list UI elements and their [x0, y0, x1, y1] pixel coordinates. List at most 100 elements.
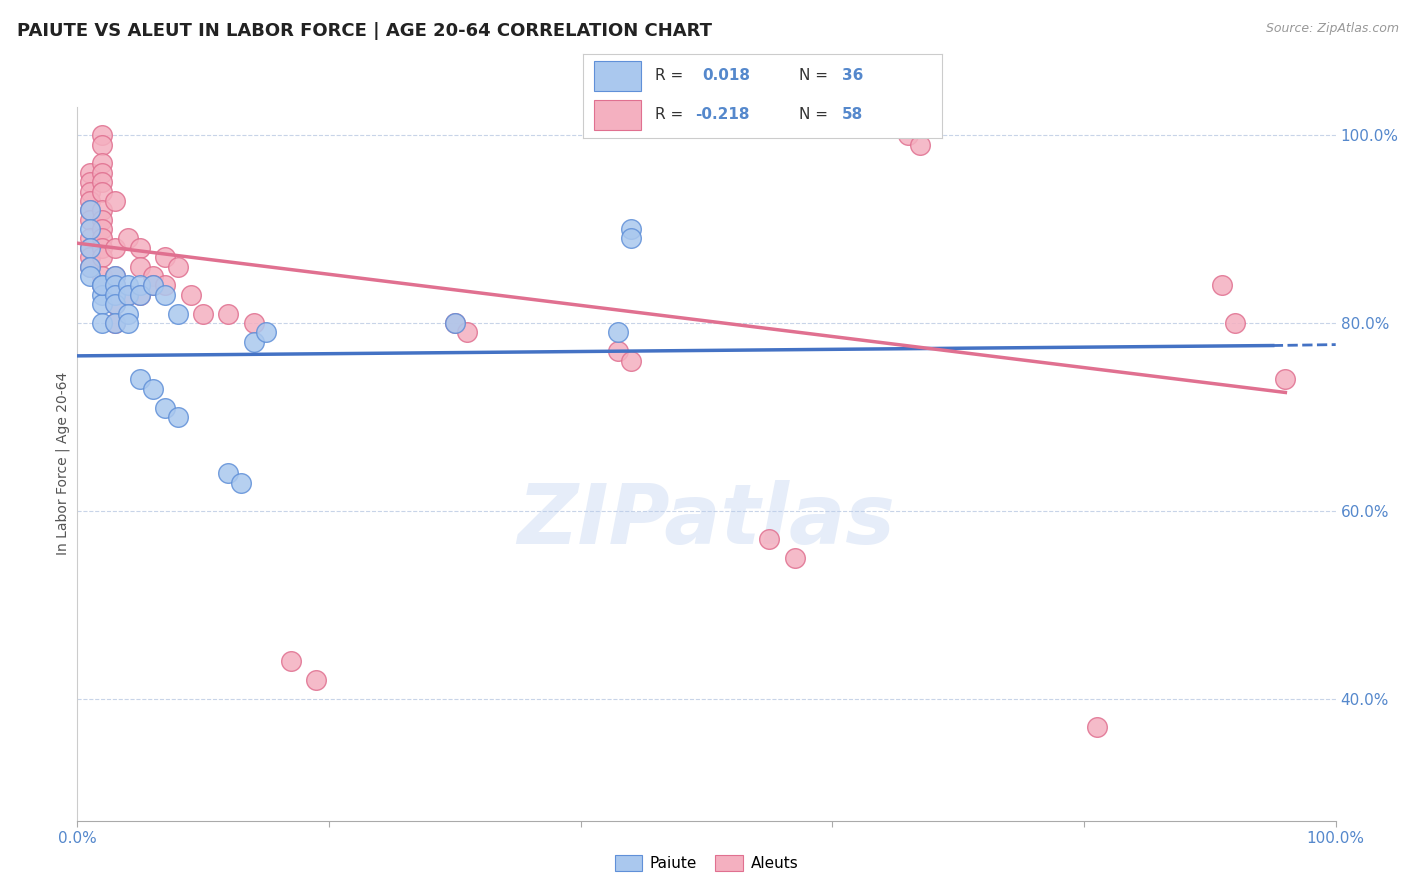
Point: [104, 278, 127, 293]
Point: [142, 278, 165, 293]
Point: [79, 212, 101, 227]
Point: [117, 307, 139, 321]
Point: [79, 194, 101, 208]
Point: [104, 288, 127, 302]
Point: [142, 268, 165, 283]
Point: [180, 288, 202, 302]
Point: [129, 288, 152, 302]
Point: [91, 212, 114, 227]
Point: [444, 316, 467, 330]
Point: [79, 260, 101, 274]
Point: [167, 307, 190, 321]
Point: [758, 532, 780, 546]
Point: [79, 185, 101, 199]
Text: N =: N =: [799, 107, 832, 122]
Point: [155, 401, 177, 415]
Point: [242, 334, 264, 349]
Point: [155, 278, 177, 293]
Bar: [595, 62, 641, 91]
Point: [129, 241, 152, 255]
Point: [79, 260, 101, 274]
Text: R =: R =: [655, 69, 693, 84]
Point: [305, 673, 328, 687]
Point: [167, 260, 190, 274]
Point: [117, 288, 139, 302]
Point: [142, 382, 165, 396]
Point: [1211, 278, 1233, 293]
Point: [783, 550, 806, 565]
Point: [1274, 372, 1296, 386]
Point: [217, 467, 239, 481]
Point: [129, 260, 152, 274]
Point: [91, 137, 114, 152]
Point: [280, 654, 302, 668]
Point: [91, 316, 114, 330]
Text: 58: 58: [842, 107, 863, 122]
Text: -0.218: -0.218: [695, 107, 749, 122]
Point: [607, 344, 630, 359]
Point: [79, 231, 101, 245]
Point: [104, 297, 127, 311]
Point: [104, 316, 127, 330]
Point: [91, 185, 114, 199]
Point: [620, 353, 643, 368]
Point: [91, 222, 114, 236]
Point: [117, 278, 139, 293]
Point: [91, 278, 114, 293]
Point: [117, 288, 139, 302]
Point: [620, 231, 643, 245]
Text: PAIUTE VS ALEUT IN LABOR FORCE | AGE 20-64 CORRELATION CHART: PAIUTE VS ALEUT IN LABOR FORCE | AGE 20-…: [17, 22, 711, 40]
Point: [456, 326, 478, 340]
Point: [91, 278, 114, 293]
Point: [79, 175, 101, 189]
Point: [607, 326, 630, 340]
Text: R =: R =: [655, 107, 689, 122]
Point: [1085, 720, 1108, 734]
Point: [79, 222, 101, 236]
Point: [155, 288, 177, 302]
Point: [79, 241, 101, 255]
Point: [91, 128, 114, 143]
Point: [91, 166, 114, 180]
Text: Source: ZipAtlas.com: Source: ZipAtlas.com: [1265, 22, 1399, 36]
Point: [91, 203, 114, 218]
Point: [79, 203, 101, 218]
Point: [91, 268, 114, 283]
Point: [242, 316, 264, 330]
Bar: [595, 100, 641, 130]
Point: [91, 231, 114, 245]
Point: [1223, 316, 1246, 330]
Point: [104, 278, 127, 293]
Text: N =: N =: [799, 69, 832, 84]
Point: [620, 222, 643, 236]
Point: [104, 297, 127, 311]
Text: 36: 36: [842, 69, 863, 84]
Point: [79, 241, 101, 255]
Point: [104, 268, 127, 283]
Point: [117, 316, 139, 330]
Point: [217, 307, 239, 321]
Point: [91, 297, 114, 311]
Point: [444, 316, 467, 330]
Point: [129, 288, 152, 302]
Point: [79, 268, 101, 283]
Point: [104, 268, 127, 283]
Point: [104, 241, 127, 255]
Point: [129, 278, 152, 293]
Point: [117, 231, 139, 245]
Text: ZIPatlas: ZIPatlas: [517, 481, 896, 561]
Point: [910, 137, 932, 152]
Point: [897, 128, 920, 143]
Point: [104, 316, 127, 330]
Point: [91, 288, 114, 302]
Y-axis label: In Labor Force | Age 20-64: In Labor Force | Age 20-64: [56, 372, 70, 556]
Point: [91, 250, 114, 264]
Point: [254, 326, 277, 340]
Point: [91, 278, 114, 293]
Point: [79, 203, 101, 218]
Point: [91, 241, 114, 255]
Point: [167, 409, 190, 424]
Point: [104, 194, 127, 208]
Point: [129, 372, 152, 386]
Point: [91, 156, 114, 170]
